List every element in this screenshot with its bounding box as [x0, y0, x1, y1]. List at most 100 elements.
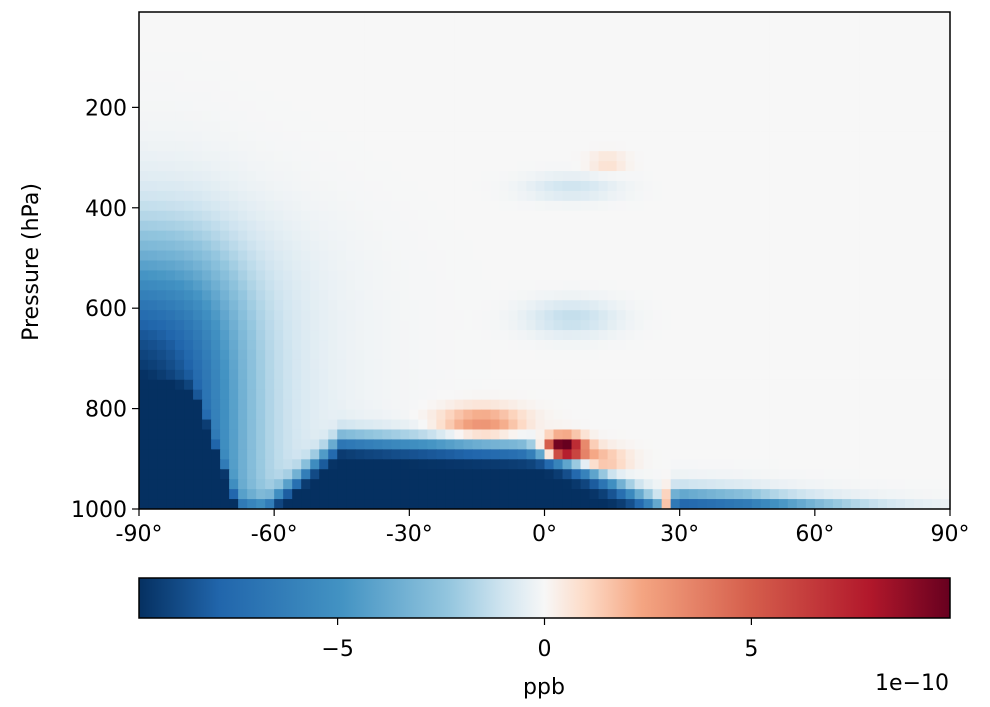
heatmap-cell [859, 429, 870, 441]
heatmap-cell [499, 349, 510, 361]
heatmap-cell [157, 280, 167, 291]
heatmap-cell [580, 31, 591, 43]
heatmap-cell [742, 141, 753, 152]
heatmap-cell [580, 469, 591, 480]
heatmap-cell [220, 349, 230, 361]
heatmap-cell [472, 240, 483, 252]
heatmap-cell [544, 359, 555, 371]
heatmap-cell [625, 171, 636, 182]
heatmap-cell [220, 161, 230, 172]
heatmap-cell [805, 180, 816, 192]
heatmap-cell [625, 459, 636, 470]
heatmap-cell [562, 210, 573, 222]
heatmap-cell [841, 429, 852, 441]
heatmap-cell [814, 161, 825, 172]
heatmap-cell [301, 21, 311, 33]
heatmap-cell [409, 161, 419, 172]
heatmap-cell [184, 310, 194, 321]
heatmap-cell [562, 409, 573, 421]
heatmap-cell [211, 200, 221, 212]
heatmap-cell [724, 399, 735, 411]
heatmap-cell [508, 369, 519, 381]
heatmap-cell [319, 51, 329, 63]
heatmap-cell [220, 210, 230, 222]
heatmap-cell [778, 320, 789, 331]
heatmap-cell [688, 389, 699, 401]
heatmap-cell [679, 91, 690, 103]
heatmap-cell [859, 300, 870, 311]
heatmap-cell [418, 71, 428, 83]
heatmap-cell [544, 12, 555, 23]
heatmap-cell [715, 439, 726, 450]
heatmap-cell [238, 349, 248, 361]
heatmap-cell [211, 71, 221, 83]
heatmap-cell [796, 61, 807, 73]
heatmap-cell [940, 280, 950, 291]
heatmap-cell [283, 499, 293, 509]
heatmap-cell [859, 240, 870, 252]
heatmap-cell [634, 280, 645, 291]
heatmap-cell [823, 180, 834, 192]
heatmap-cell [652, 499, 663, 509]
heatmap-cell [256, 240, 266, 252]
heatmap-cell [697, 101, 708, 112]
heatmap-cell [355, 389, 365, 401]
heatmap-cell [868, 91, 879, 103]
heatmap-cell [427, 121, 437, 132]
heatmap-cell [373, 210, 383, 222]
heatmap-cell [697, 81, 708, 93]
heatmap-cell [787, 101, 798, 112]
heatmap-cell [589, 369, 600, 381]
heatmap-cell [688, 31, 699, 43]
heatmap-cell [868, 260, 879, 272]
heatmap-cell [940, 81, 950, 93]
heatmap-cell [445, 379, 455, 391]
heatmap-cell [283, 81, 293, 93]
heatmap-cell [418, 290, 428, 301]
heatmap-cell [814, 499, 825, 509]
heatmap-cell [445, 111, 455, 122]
heatmap-cell [859, 31, 870, 43]
heatmap-cell [517, 131, 528, 142]
heatmap-cell [895, 429, 906, 441]
heatmap-cell [400, 71, 410, 83]
heatmap-cell [391, 121, 401, 132]
heatmap-cell [787, 121, 798, 132]
heatmap-cell [166, 91, 176, 103]
heatmap-cell [589, 121, 600, 132]
heatmap-cell [931, 111, 942, 122]
heatmap-cell [913, 131, 924, 142]
heatmap-cell [904, 369, 915, 381]
heatmap-cell [148, 419, 158, 431]
heatmap-cell [814, 320, 825, 331]
heatmap-cell [139, 489, 149, 500]
heatmap-cell [607, 131, 618, 142]
heatmap-cell [670, 240, 681, 252]
heatmap-cell [607, 330, 618, 341]
heatmap-cell [211, 21, 221, 33]
heatmap-cell [409, 290, 419, 301]
heatmap-cell [472, 121, 483, 132]
heatmap-cell [247, 21, 257, 33]
heatmap-cell [355, 359, 365, 371]
heatmap-cell [472, 171, 483, 182]
heatmap-cell [562, 131, 573, 142]
heatmap-cell [580, 489, 591, 500]
heatmap-cell [364, 61, 374, 73]
heatmap-cell [157, 210, 167, 222]
heatmap-cell [211, 31, 221, 43]
heatmap-cell [724, 230, 735, 242]
heatmap-cell [580, 131, 591, 142]
y-tick-label: 1000 [71, 498, 127, 523]
heatmap-cell [598, 31, 609, 43]
heatmap-cell [256, 21, 266, 33]
heatmap-cell [562, 41, 573, 53]
heatmap-cell [571, 41, 582, 53]
heatmap-cell [346, 151, 356, 162]
heatmap-cell [805, 240, 816, 252]
heatmap-cell [508, 280, 519, 291]
heatmap-cell [571, 439, 582, 450]
heatmap-cell [274, 250, 284, 262]
heatmap-cell [292, 91, 302, 103]
heatmap-cell [697, 369, 708, 381]
